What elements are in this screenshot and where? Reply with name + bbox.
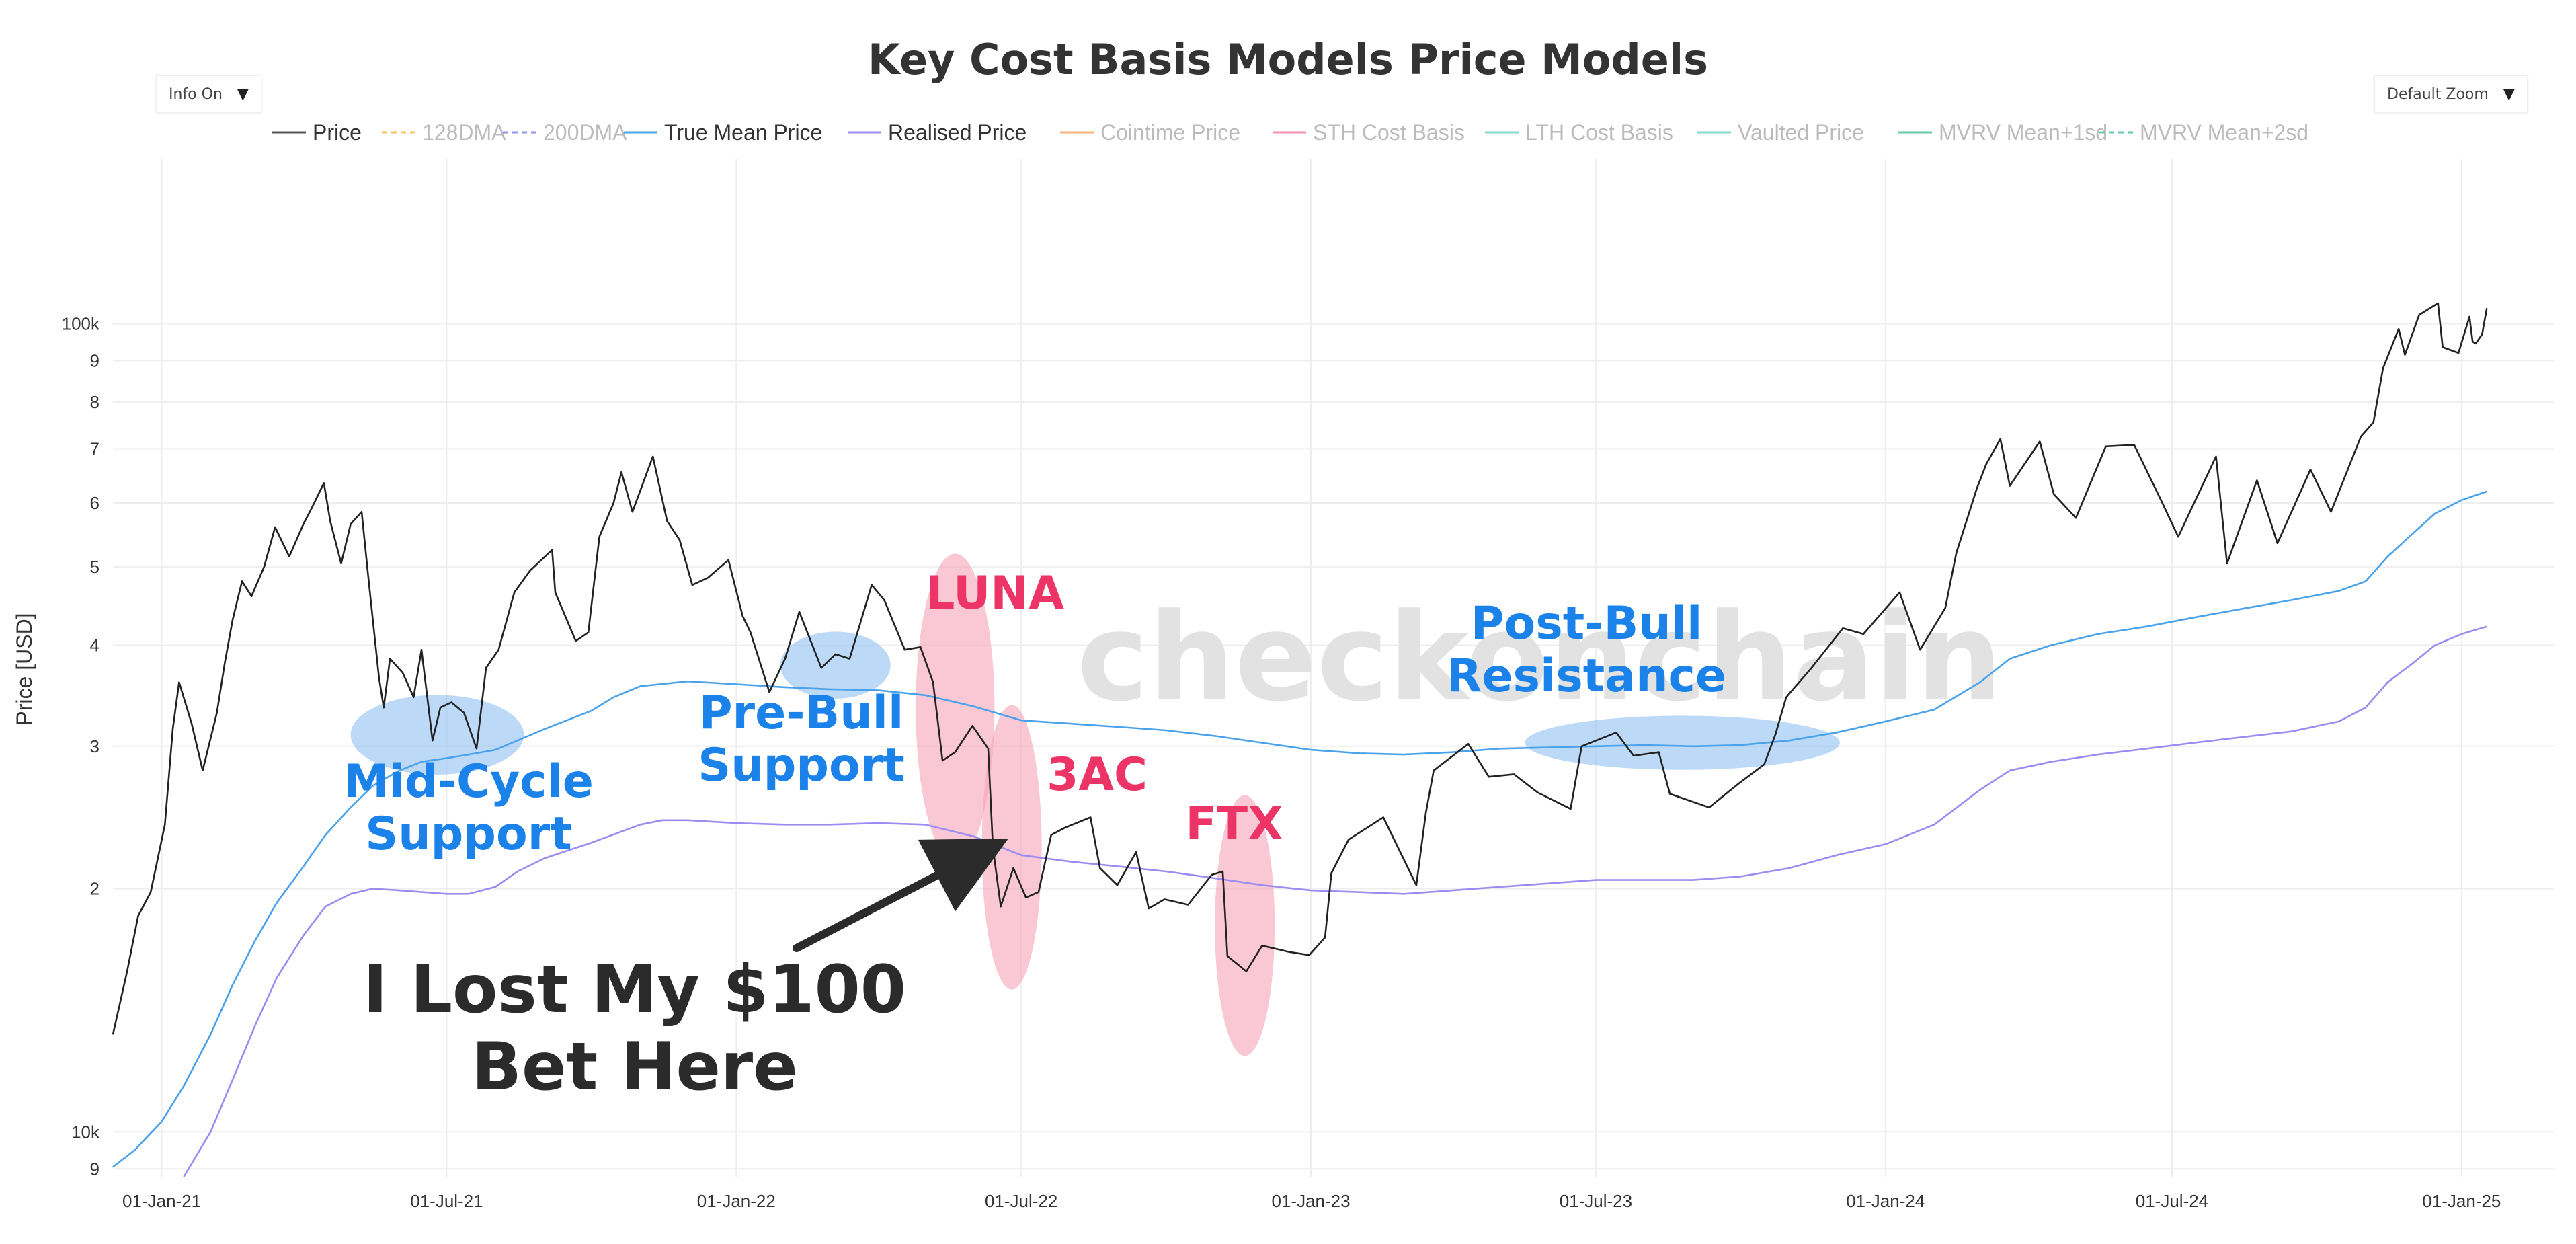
- x-tick-label: 01-Jan-23: [1272, 1191, 1351, 1211]
- callout-arrow: [793, 838, 1008, 952]
- callout-label: I Lost My $100: [363, 951, 906, 1028]
- y-tick-label: 9: [90, 1159, 99, 1179]
- zone-pre-bull-label: Pre-Bull: [699, 687, 904, 740]
- caret-down-icon: ▼: [237, 85, 249, 103]
- zone-ftx-ellipse: [1215, 795, 1275, 1056]
- y-tick-label: 8: [90, 392, 99, 412]
- annotation-labels: Mid-CycleSupportPre-BullSupportLUNA3ACFT…: [344, 567, 1726, 861]
- x-tick-label: 01-Jan-25: [2422, 1191, 2501, 1211]
- zone-luna-label: LUNA: [926, 567, 1064, 620]
- zone-luna-ellipse: [916, 553, 995, 861]
- y-tick-label: 5: [90, 557, 99, 577]
- callout-label: Bet Here: [471, 1029, 797, 1105]
- x-axis-ticks: 01-Jan-21 01-Jul-21 01-Jan-22 01-Jul-22 01-J…: [122, 1191, 2501, 1211]
- series-price-line: [112, 302, 2488, 1035]
- zone-3ac-label: 3AC: [1047, 748, 1148, 802]
- y-axis-ticks: 9 10k 2 3 4 5 6 7 8 9 100k: [62, 313, 100, 1179]
- legend: Price 128DMA 200DMA True Mean Price Realised…: [272, 120, 2308, 145]
- highlight-zones: [350, 553, 1840, 1056]
- legend-item-label: Vaulted Price: [1738, 120, 1864, 145]
- legend-item-label: Cointime Price: [1100, 120, 1240, 145]
- x-tick-label: 01-Jul-24: [2136, 1191, 2208, 1211]
- zone-mid-cycle-label: Mid-Cycle: [344, 755, 594, 808]
- caret-down-icon: ▼: [2503, 85, 2515, 103]
- legend-item-label: MVRV Mean+2sd: [2140, 120, 2308, 145]
- zoom-dropdown[interactable]: Default Zoom ▼: [2374, 75, 2528, 113]
- zone-3ac-ellipse: [981, 705, 1042, 990]
- series-true-mean-price-line: [112, 490, 2487, 1168]
- legend-item-label: LTH Cost Basis: [1525, 120, 1673, 145]
- legend-item-label: MVRV Mean+1sd: [1939, 120, 2107, 145]
- info-toggle-dropdown[interactable]: Info On ▼: [156, 75, 261, 113]
- y-tick-label: 100k: [62, 313, 100, 334]
- legend-item-label: 200DMA: [543, 120, 627, 145]
- x-tick-label: 01-Jul-23: [1560, 1191, 1632, 1211]
- y-tick-label: 7: [90, 439, 99, 459]
- x-tick-label: 01-Jan-21: [122, 1191, 201, 1211]
- y-tick-label: 4: [90, 635, 99, 656]
- series-realised-price-line: [183, 625, 2487, 1177]
- zone-pre-bull-label: Support: [698, 739, 905, 792]
- y-tick-label: 2: [90, 878, 99, 898]
- x-tick-label: 01-Jul-22: [985, 1191, 1057, 1211]
- legend-item-label: True Mean Price: [664, 120, 822, 145]
- series-lines: [112, 302, 2488, 1177]
- y-tick-label: 9: [90, 350, 99, 371]
- chart-title: Key Cost Basis Models Price Models: [868, 35, 1708, 84]
- legend-item-label: Price: [313, 120, 362, 145]
- zone-pre-bull-ellipse: [780, 631, 891, 699]
- legend-item-label: STH Cost Basis: [1313, 120, 1465, 145]
- x-tick-label: 01-Jan-22: [697, 1191, 776, 1211]
- y-tick-label: 3: [90, 736, 99, 756]
- zone-ftx-label: FTX: [1185, 798, 1283, 851]
- zone-mid-cycle-label: Support: [365, 808, 572, 861]
- info-toggle-label: Info On: [169, 85, 223, 103]
- x-tick-label: 01-Jul-21: [410, 1191, 483, 1211]
- y-tick-label: 6: [90, 493, 99, 513]
- watermark: checkonchain: [1077, 588, 2002, 728]
- zoom-label: Default Zoom: [2387, 85, 2489, 103]
- x-tick-label: 01-Jan-24: [1846, 1191, 1925, 1211]
- zone-post-bull-label: Post-Bull: [1471, 597, 1703, 650]
- y-axis-label: Price [USD]: [12, 613, 36, 725]
- legend-item-label: 128DMA: [422, 120, 506, 145]
- legend-item-label: Realised Price: [888, 120, 1027, 145]
- y-tick-label: 10k: [71, 1122, 100, 1142]
- zone-post-bull-label: Resistance: [1447, 650, 1726, 703]
- grid-lines: [113, 159, 2554, 1177]
- zone-post-bull-ellipse: [1525, 715, 1840, 770]
